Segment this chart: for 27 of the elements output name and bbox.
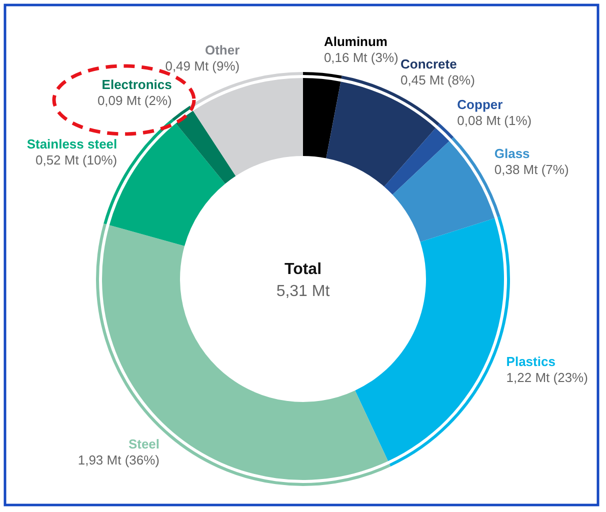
data-label: 0,16 Mt (3%): [324, 50, 398, 66]
donut-slice: [303, 78, 341, 158]
donut-slice: [384, 128, 450, 195]
text: Total: [284, 261, 322, 278]
donut-slice: [392, 141, 495, 242]
data-label: 0,08 Mt (1%): [457, 113, 532, 128]
data-label: 0,52 Mt (10%): [35, 152, 118, 168]
slice-label: Electronics: [102, 77, 172, 92]
slice-label: Glass: [494, 146, 530, 161]
slice-label: Aluminum: [324, 34, 388, 50]
data-label: 0,38 Mt (7%): [494, 162, 569, 177]
data-label: 0,45 Mt (8%): [400, 72, 475, 88]
slice-label: Plastics: [506, 354, 556, 369]
slice-label: Stainless steel: [26, 136, 118, 152]
slice-label: Other: [204, 42, 240, 58]
data-label: 0,49 Mt (9%): [165, 58, 240, 74]
text: 5,31 Mt: [276, 283, 330, 300]
donut-slice: [102, 225, 388, 480]
donut-slice: [176, 110, 236, 184]
data-label: 1,93 Mt (36%): [78, 452, 160, 468]
slice-label: Copper: [457, 97, 503, 112]
donut-slice: [355, 218, 504, 462]
slice-label: Concrete: [400, 56, 457, 72]
slice-label: Steel: [128, 436, 160, 452]
data-label: 0,09 Mt (2%): [97, 93, 172, 108]
donut-slice: [193, 78, 303, 176]
data-label: 1,22 Mt (23%): [506, 370, 588, 385]
